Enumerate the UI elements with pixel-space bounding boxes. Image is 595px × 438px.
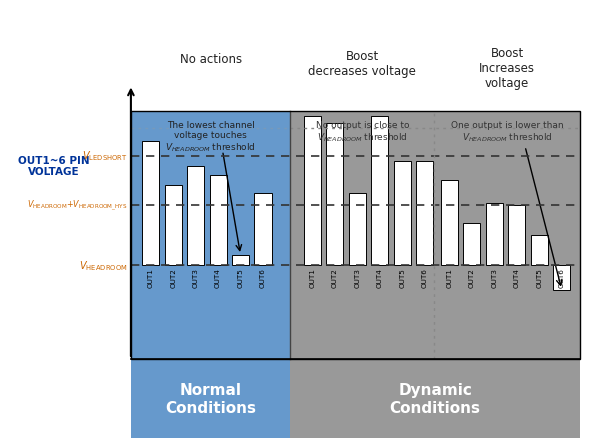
Bar — [416, 161, 433, 265]
Text: Boost
Increases
voltage: Boost Increases voltage — [479, 46, 535, 89]
Text: OUT4: OUT4 — [215, 267, 221, 287]
Bar — [290, 359, 580, 438]
Text: Normal
Conditions: Normal Conditions — [165, 382, 256, 415]
Bar — [349, 193, 366, 265]
Bar — [326, 124, 343, 265]
Bar — [131, 112, 290, 359]
Text: OUT6: OUT6 — [422, 267, 428, 287]
Text: One output is lower than
$V_{HEADROOM}$ threshold: One output is lower than $V_{HEADROOM}$ … — [451, 120, 563, 144]
Text: $V_{\rm LEDSHORT}$: $V_{\rm LEDSHORT}$ — [82, 149, 128, 163]
Bar — [371, 117, 389, 265]
Text: OUT2: OUT2 — [332, 267, 338, 287]
Bar — [142, 141, 159, 265]
Text: OUT1: OUT1 — [148, 267, 154, 287]
Text: OUT3: OUT3 — [491, 267, 497, 287]
Bar — [165, 186, 181, 265]
Bar — [441, 181, 458, 265]
Text: OUT5: OUT5 — [536, 267, 542, 287]
Text: OUT1~6 PIN
VOLTAGE: OUT1~6 PIN VOLTAGE — [18, 155, 89, 177]
Text: OUT2: OUT2 — [469, 267, 475, 287]
Text: $V_{\rm HEADROOM}$+$V_{\rm HEADROOM\_HYS}$: $V_{\rm HEADROOM}$+$V_{\rm HEADROOM\_HYS… — [27, 198, 128, 213]
Bar — [553, 265, 570, 290]
Bar — [209, 176, 227, 265]
Bar — [508, 206, 525, 265]
Text: OUT1: OUT1 — [446, 267, 452, 287]
Bar — [304, 117, 321, 265]
Text: OUT4: OUT4 — [514, 267, 520, 287]
Text: OUT4: OUT4 — [377, 267, 383, 287]
Text: OUT3: OUT3 — [193, 267, 199, 287]
Text: OUT1: OUT1 — [309, 267, 315, 287]
Text: OUT6: OUT6 — [260, 267, 266, 287]
Text: OUT3: OUT3 — [354, 267, 361, 287]
Text: OUT5: OUT5 — [237, 267, 243, 287]
Text: OUT6: OUT6 — [559, 267, 565, 287]
Bar — [232, 255, 249, 265]
Bar — [187, 166, 204, 265]
Text: No actions: No actions — [180, 53, 242, 66]
Bar — [464, 223, 480, 265]
Bar — [131, 359, 290, 438]
Text: OUT5: OUT5 — [399, 267, 405, 287]
Bar — [290, 112, 580, 359]
Text: $V_{\rm HEADROOM}$: $V_{\rm HEADROOM}$ — [79, 258, 128, 272]
Bar — [255, 193, 271, 265]
Text: The lowest channel
voltage touches
$V_{HEADROOM}$ threshold: The lowest channel voltage touches $V_{H… — [165, 120, 256, 154]
Text: Boost
decreases voltage: Boost decreases voltage — [308, 49, 416, 78]
Bar — [131, 112, 580, 359]
Text: OUT2: OUT2 — [170, 267, 176, 287]
Bar — [531, 236, 548, 265]
Bar — [486, 203, 503, 265]
Bar — [394, 161, 411, 265]
Text: No output is close to
$V_{HEADROOM}$ threshold: No output is close to $V_{HEADROOM}$ thr… — [315, 120, 409, 144]
Text: Dynamic
Conditions: Dynamic Conditions — [390, 382, 481, 415]
